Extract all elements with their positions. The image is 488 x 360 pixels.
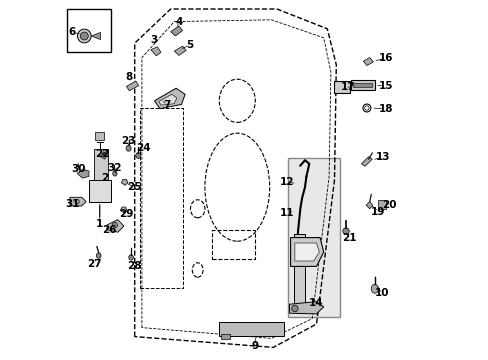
Bar bbox=[219, 322, 284, 336]
Text: 27: 27 bbox=[86, 258, 101, 269]
Polygon shape bbox=[294, 243, 319, 261]
Text: 31: 31 bbox=[65, 199, 80, 210]
Polygon shape bbox=[159, 94, 177, 105]
Ellipse shape bbox=[291, 305, 298, 312]
Text: 30: 30 bbox=[72, 164, 86, 174]
Text: 5: 5 bbox=[186, 40, 193, 50]
Bar bbox=[212, 230, 255, 259]
Polygon shape bbox=[289, 302, 323, 314]
Ellipse shape bbox=[126, 145, 131, 151]
Text: 6: 6 bbox=[69, 27, 76, 37]
Text: 12: 12 bbox=[279, 177, 294, 187]
Bar bbox=[94, 149, 107, 180]
Ellipse shape bbox=[128, 255, 133, 260]
Bar bbox=[287, 158, 339, 317]
Text: 2: 2 bbox=[101, 173, 108, 183]
Ellipse shape bbox=[113, 171, 117, 176]
Bar bbox=[67, 9, 111, 52]
Polygon shape bbox=[378, 200, 385, 209]
Polygon shape bbox=[126, 81, 139, 91]
Ellipse shape bbox=[96, 253, 101, 258]
Polygon shape bbox=[120, 207, 127, 213]
Polygon shape bbox=[101, 152, 107, 159]
Polygon shape bbox=[350, 80, 374, 90]
Text: 25: 25 bbox=[127, 182, 142, 192]
Polygon shape bbox=[366, 202, 372, 209]
Ellipse shape bbox=[136, 153, 141, 158]
Polygon shape bbox=[361, 157, 371, 166]
Polygon shape bbox=[70, 197, 86, 206]
Polygon shape bbox=[174, 46, 186, 55]
Bar bbox=[221, 334, 230, 339]
Polygon shape bbox=[121, 179, 127, 185]
Polygon shape bbox=[91, 32, 101, 40]
Text: 21: 21 bbox=[341, 233, 355, 243]
Text: 26: 26 bbox=[102, 225, 117, 235]
Text: 16: 16 bbox=[378, 53, 392, 63]
Text: 19: 19 bbox=[370, 207, 385, 217]
Text: 24: 24 bbox=[135, 143, 150, 153]
Text: 22: 22 bbox=[95, 149, 109, 159]
Text: 3: 3 bbox=[150, 35, 157, 45]
Polygon shape bbox=[154, 88, 185, 109]
Ellipse shape bbox=[80, 32, 88, 40]
Ellipse shape bbox=[342, 228, 348, 234]
Text: 13: 13 bbox=[375, 152, 389, 162]
Ellipse shape bbox=[112, 222, 117, 228]
Bar bbox=[294, 234, 305, 306]
Bar bbox=[95, 132, 104, 140]
Bar bbox=[140, 108, 183, 288]
Polygon shape bbox=[170, 26, 182, 36]
Text: 28: 28 bbox=[127, 261, 142, 271]
Text: 9: 9 bbox=[251, 341, 258, 351]
Text: 1: 1 bbox=[96, 219, 103, 229]
Ellipse shape bbox=[370, 284, 378, 293]
Text: 23: 23 bbox=[121, 136, 136, 146]
Polygon shape bbox=[363, 58, 373, 66]
Polygon shape bbox=[107, 220, 123, 232]
Text: 11: 11 bbox=[279, 208, 294, 218]
Text: 17: 17 bbox=[340, 82, 355, 92]
Text: 18: 18 bbox=[378, 104, 392, 114]
Polygon shape bbox=[290, 238, 323, 266]
Polygon shape bbox=[89, 180, 110, 202]
Text: 10: 10 bbox=[374, 288, 388, 298]
Text: 14: 14 bbox=[308, 298, 323, 308]
Text: 4: 4 bbox=[175, 17, 183, 27]
Text: 15: 15 bbox=[378, 81, 392, 91]
Polygon shape bbox=[151, 47, 161, 56]
Ellipse shape bbox=[77, 29, 91, 43]
Text: 29: 29 bbox=[119, 209, 133, 219]
Polygon shape bbox=[352, 83, 371, 87]
Text: 7: 7 bbox=[163, 100, 170, 110]
Text: 20: 20 bbox=[381, 200, 396, 210]
Polygon shape bbox=[333, 81, 349, 93]
Text: 32: 32 bbox=[107, 163, 121, 174]
Polygon shape bbox=[77, 169, 89, 178]
Text: 8: 8 bbox=[125, 72, 132, 82]
